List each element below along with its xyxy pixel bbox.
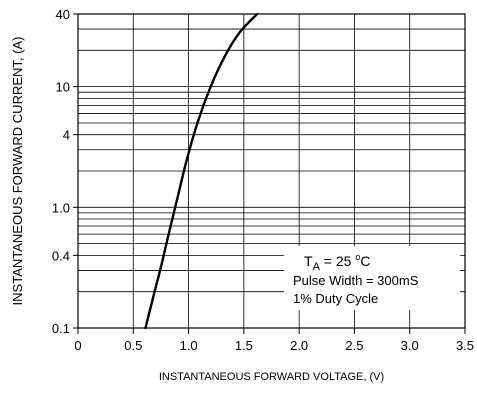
y-tick-label: 0.1 xyxy=(52,321,70,336)
y-tick-label: 4 xyxy=(63,128,70,143)
series-0-curve xyxy=(144,12,259,330)
x-tick-label: 2.5 xyxy=(345,338,363,353)
x-tick-label: 0.5 xyxy=(124,338,142,353)
x-axis-label: INSTANTANEOUS FORWARD VOLTAGE, (V) xyxy=(159,371,384,383)
x-tick-label: 1.0 xyxy=(180,338,198,353)
x-tick-label: 2.0 xyxy=(290,338,308,353)
annotation-box: TA = 25 oC Pulse Width = 300mS 1% Duty C… xyxy=(284,246,460,310)
y-tick-label: 40 xyxy=(56,7,70,22)
annotation-ta-degree: o xyxy=(355,252,360,262)
annotation-ta: TA = 25 oC xyxy=(304,252,370,273)
annotation-pulse-width: Pulse Width = 300mS xyxy=(293,273,419,288)
x-tick-label: 0 xyxy=(74,338,81,353)
tick-layer: 0 0.5 1.0 1.5 2.0 2.5 3.0 3.5 0.1 0.4 1.0 4 10 40 xyxy=(52,7,474,353)
y-tick-label: 0.4 xyxy=(52,248,70,263)
x-tick-label: 3.0 xyxy=(401,338,419,353)
plot-frame xyxy=(77,13,466,329)
annotation-background xyxy=(284,246,460,310)
annotation-duty-cycle: 1% Duty Cycle xyxy=(293,291,378,306)
annotation-ta-prefix: T xyxy=(304,253,313,269)
annotation-ta-unit: C xyxy=(360,253,370,269)
x-tick-label: 1.5 xyxy=(235,338,253,353)
y-axis-label: INSTANTANEOUS FORWARD CURRENT, (A) xyxy=(10,37,25,306)
annotation-ta-value: = 25 xyxy=(320,253,355,269)
y-tick-label: 1.0 xyxy=(52,200,70,215)
x-tick-label: 3.5 xyxy=(456,338,474,353)
annotation-ta-subscript: A xyxy=(313,261,321,273)
y-tick-label: 10 xyxy=(56,80,70,95)
grid-layer xyxy=(78,14,465,328)
